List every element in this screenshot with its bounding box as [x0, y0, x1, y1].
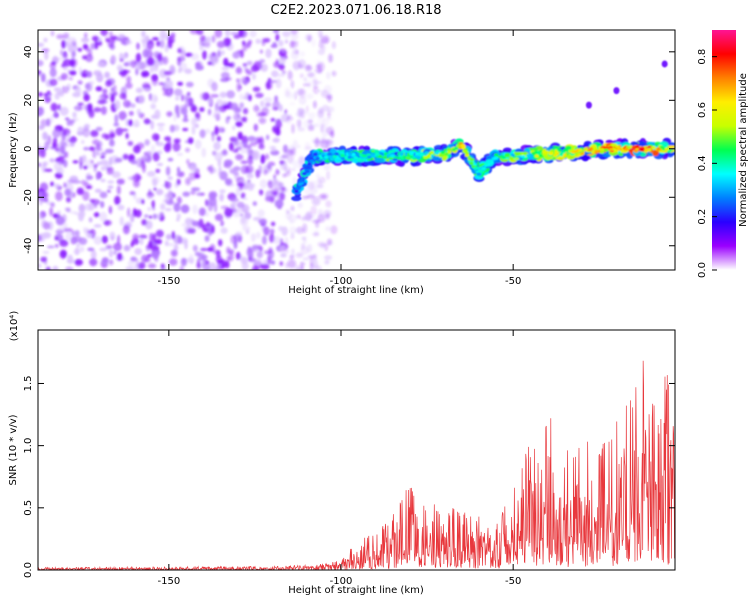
- spectrogram-x-tick-label: -50: [505, 276, 521, 287]
- spectrogram-x-axis: -150 -100 -50: [157, 30, 521, 287]
- spectrogram-noise-speckle: [38, 30, 338, 270]
- snr-x-tick-label: -50: [505, 576, 521, 587]
- snr-y-tick-label: 0.5: [23, 500, 34, 516]
- spectrogram-ridge-band: [291, 60, 675, 202]
- colorbar-tick-label: 0.2: [697, 209, 708, 225]
- snr-series-line: [38, 360, 675, 570]
- spectrogram-panel: -150 -100 -50 -40 -20 0 20 40 Height of straig…: [8, 29, 676, 296]
- spectrogram-y-tick-label: -40: [23, 238, 34, 254]
- snr-x-axis: -150 -100 -50: [157, 330, 521, 587]
- colorbar: 0.0 0.2 0.4 0.6 0.8 Normalized spectral ampl…: [697, 30, 749, 278]
- snr-panel: -150 -100 -50 0.0 0.5 1.0 1.5 Height of strai…: [8, 311, 676, 596]
- spectrogram-y-tick-label: 20: [23, 94, 34, 107]
- snr-y-tick-label: 1.0: [23, 438, 34, 454]
- colorbar-ticks: 0.0 0.2 0.4 0.6 0.8: [697, 49, 717, 278]
- snr-y-tick-label: 0.0: [23, 562, 34, 578]
- spectrogram-y-tick-label: 0: [23, 146, 34, 152]
- spectrogram-x-label: Height of straight line (km): [288, 285, 424, 296]
- colorbar-tick-label: 0.0: [697, 262, 708, 278]
- spectrogram-y-axis: -40 -20 0 20 40: [23, 45, 675, 254]
- colorbar-tick-label: 0.8: [697, 49, 708, 65]
- colorbar-tick-label: 0.4: [697, 155, 708, 171]
- snr-y-tick-label: 1.5: [23, 376, 34, 392]
- spectrogram-x-tick-label: -100: [330, 276, 353, 287]
- snr-x-tick-label: -150: [157, 576, 180, 587]
- snr-y-label: SNR (10 * v/v): [8, 414, 19, 485]
- colorbar-gradient: [712, 30, 736, 270]
- snr-y-scale-label: (x10⁴): [9, 311, 20, 342]
- spectrogram-x-tick-label: -150: [157, 276, 180, 287]
- snr-x-tick-label: -100: [330, 576, 353, 587]
- figure-title: C2E2.2023.071.06.18.R18: [270, 3, 441, 18]
- spectrogram-frame: [37, 29, 676, 271]
- colorbar-label: Normalized spectral amplitude: [738, 73, 749, 227]
- spectrogram-y-tick-label: -20: [23, 189, 34, 205]
- colorbar-tick-label: 0.6: [697, 102, 708, 118]
- spectrogram-plot-area: [38, 30, 675, 270]
- spectrogram-y-label: Frequency (Hz): [8, 112, 19, 188]
- spectrogram-y-tick-label: 40: [23, 45, 34, 58]
- snr-y-axis: 0.0 0.5 1.0 1.5: [23, 376, 675, 578]
- snr-x-label: Height of straight line (km): [288, 585, 424, 596]
- snr-frame: [37, 329, 676, 571]
